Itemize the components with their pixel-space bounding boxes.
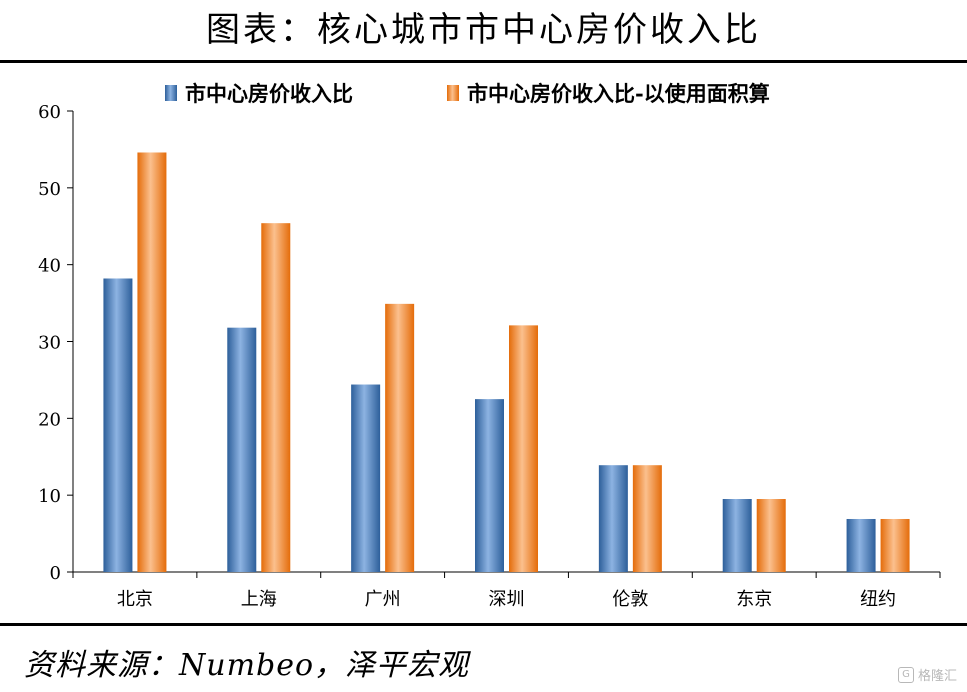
bar-series-2 <box>261 223 291 572</box>
y-tick-label: 0 <box>50 563 61 584</box>
y-tick-label: 20 <box>38 409 61 430</box>
bar-series-1 <box>475 399 504 572</box>
bar-series-1 <box>351 384 381 572</box>
watermark: G 格隆汇 <box>897 665 957 684</box>
y-tick-label: 60 <box>38 102 61 123</box>
bar-series-1 <box>722 499 752 572</box>
bar-series-2 <box>137 152 167 572</box>
x-tick-label: 深圳 <box>489 589 525 610</box>
y-tick-label: 40 <box>38 256 61 277</box>
source-note: 资料来源：Numbeo，泽平宏观 <box>24 648 470 683</box>
legend-swatch <box>447 85 459 101</box>
x-tick-label: 上海 <box>241 589 277 610</box>
bar-series-2 <box>385 303 415 572</box>
x-tick-label: 东京 <box>736 589 772 610</box>
y-tick-label: 50 <box>38 179 61 200</box>
y-tick-label: 10 <box>38 486 61 507</box>
x-tick-label: 广州 <box>365 589 401 610</box>
x-tick-label: 北京 <box>117 589 153 610</box>
bar-series-2 <box>509 325 538 572</box>
watermark-logo-icon: G <box>897 666 914 683</box>
legend-swatch <box>165 85 177 101</box>
chart-axes: 0 10 20 30 40 50 60 北京 上海 广州 深圳 伦敦 东京 纽约 <box>38 102 941 610</box>
bar-series-2 <box>632 465 662 572</box>
legend-label: 市中心房价收入比 <box>185 81 353 106</box>
chart-legend: 市中心房价收入比 市中心房价收入比-以使用面积算 <box>165 81 770 106</box>
bar-series-2 <box>756 499 786 572</box>
chart-bars <box>103 152 910 572</box>
x-tick-label: 伦敦 <box>612 589 648 610</box>
top-divider <box>0 60 967 63</box>
bar-series-1 <box>598 465 628 572</box>
x-tick-label: 纽约 <box>860 589 896 610</box>
bar-series-1 <box>846 518 876 572</box>
bar-series-1 <box>227 327 257 572</box>
chart-title: 图表：核心城市市中心房价收入比 <box>206 10 761 50</box>
bar-series-2 <box>880 518 910 572</box>
legend-label: 市中心房价收入比-以使用面积算 <box>467 81 770 106</box>
bar-series-1 <box>103 278 133 572</box>
watermark-text: 格隆汇 <box>917 669 957 684</box>
bottom-divider <box>0 623 967 626</box>
y-tick-label: 30 <box>38 333 61 354</box>
bar-chart: 市中心房价收入比 市中心房价收入比-以使用面积算 0 10 20 30 40 50 60 北京 上… <box>38 81 941 610</box>
